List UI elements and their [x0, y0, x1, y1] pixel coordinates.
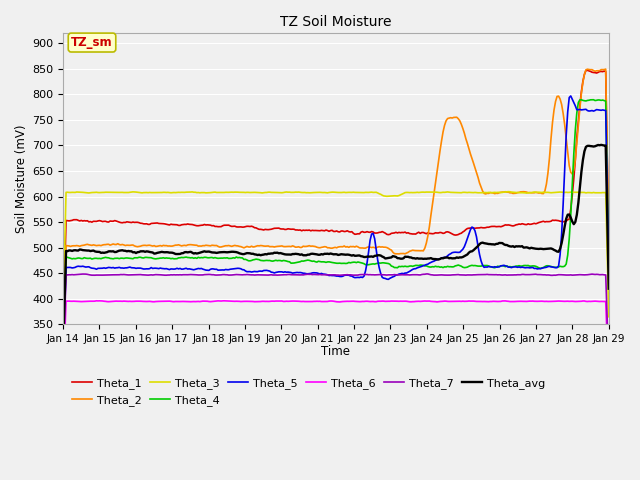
Theta_avg	[298, 252, 305, 257]
Theta_2	[59, 346, 67, 351]
Theta_6	[223, 298, 231, 304]
Theta_4	[605, 259, 612, 265]
Theta_4	[59, 352, 67, 358]
Theta_6	[93, 298, 100, 304]
Theta_7	[240, 272, 248, 277]
Theta_6	[251, 299, 259, 305]
Legend: Theta_1, Theta_2, Theta_3, Theta_4, Theta_5, Theta_6, Theta_7, Theta_avg: Theta_1, Theta_2, Theta_3, Theta_4, Thet…	[68, 373, 550, 410]
Theta_1	[298, 228, 305, 234]
Theta_1	[240, 224, 248, 230]
Line: Theta_3: Theta_3	[63, 192, 609, 317]
Line: Theta_2: Theta_2	[63, 69, 609, 348]
Line: Theta_5: Theta_5	[63, 96, 609, 362]
Theta_4	[249, 257, 257, 263]
Title: TZ Soil Moisture: TZ Soil Moisture	[280, 15, 392, 29]
Theta_2	[298, 244, 305, 250]
Theta_5	[605, 264, 612, 270]
Theta_5	[222, 266, 230, 272]
Theta_3	[249, 190, 257, 195]
Theta_6	[300, 299, 307, 304]
Theta_avg	[240, 251, 248, 257]
Theta_7	[424, 271, 432, 277]
Theta_5	[567, 93, 575, 99]
Theta_1	[575, 118, 582, 124]
Theta_6	[605, 379, 612, 385]
Theta_4	[575, 100, 582, 106]
Theta_3	[504, 189, 512, 194]
Theta_avg	[597, 142, 605, 148]
Theta_7	[576, 272, 584, 277]
Theta_1	[59, 330, 67, 336]
Line: Theta_4: Theta_4	[63, 100, 609, 355]
Theta_avg	[126, 249, 134, 254]
Theta_1	[126, 219, 134, 225]
Theta_4	[589, 97, 597, 103]
Theta_7	[59, 363, 67, 369]
Theta_6	[127, 299, 135, 304]
Theta_avg	[222, 249, 230, 255]
Theta_avg	[59, 349, 67, 355]
Line: Theta_6: Theta_6	[63, 301, 609, 382]
Theta_7	[605, 363, 612, 369]
Theta_5	[59, 360, 67, 365]
Theta_2	[605, 240, 612, 246]
Theta_1	[605, 241, 612, 247]
Theta_5	[576, 107, 584, 112]
Theta_7	[126, 272, 134, 278]
Theta_2	[575, 123, 582, 129]
Theta_5	[298, 270, 305, 276]
Theta_avg	[605, 286, 612, 291]
Theta_2	[240, 245, 248, 251]
Theta_1	[222, 222, 230, 228]
Theta_3	[605, 314, 612, 320]
Theta_3	[222, 190, 230, 195]
X-axis label: Time: Time	[321, 346, 350, 359]
Theta_1	[249, 224, 257, 229]
Theta_3	[298, 190, 305, 195]
Theta_1	[584, 68, 591, 73]
Theta_3	[576, 190, 584, 195]
Theta_2	[126, 242, 134, 248]
Theta_5	[240, 267, 248, 273]
Line: Theta_7: Theta_7	[63, 274, 609, 366]
Theta_7	[222, 272, 230, 277]
Theta_5	[126, 264, 134, 270]
Theta_2	[249, 244, 257, 250]
Theta_4	[222, 255, 230, 261]
Theta_3	[59, 314, 67, 320]
Text: TZ_sm: TZ_sm	[71, 36, 113, 49]
Theta_3	[126, 190, 134, 195]
Theta_5	[249, 269, 257, 275]
Theta_2	[602, 66, 609, 72]
Theta_4	[126, 255, 134, 261]
Theta_2	[222, 243, 230, 249]
Theta_4	[298, 258, 305, 264]
Line: Theta_1: Theta_1	[63, 71, 609, 333]
Theta_7	[249, 272, 257, 278]
Theta_3	[240, 190, 248, 195]
Line: Theta_avg: Theta_avg	[63, 145, 609, 352]
Theta_avg	[249, 251, 257, 257]
Theta_6	[59, 379, 67, 385]
Y-axis label: Soil Moisture (mV): Soil Moisture (mV)	[15, 124, 28, 233]
Theta_6	[576, 299, 584, 304]
Theta_avg	[575, 200, 582, 206]
Theta_6	[241, 299, 249, 304]
Theta_7	[298, 272, 305, 278]
Theta_4	[240, 256, 248, 262]
